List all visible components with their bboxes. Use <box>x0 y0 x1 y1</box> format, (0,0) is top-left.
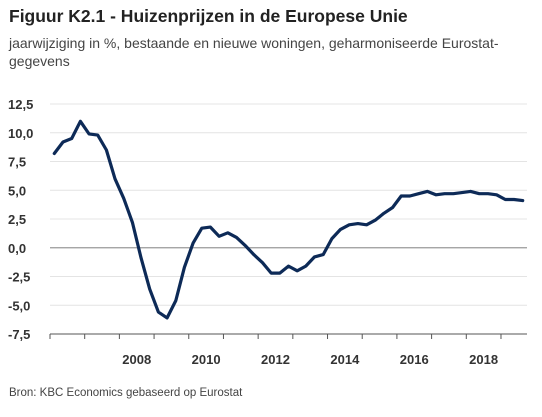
y-tick-label: -2,5 <box>8 270 30 285</box>
x-tick-label: 2008 <box>122 352 151 367</box>
x-tick-label: 2014 <box>330 352 360 367</box>
y-tick-label: -7,5 <box>8 327 30 342</box>
x-tick-label: 2018 <box>469 352 498 367</box>
chart-subtitle: jaarwijziging in %, bestaande en nieuwe … <box>9 35 499 69</box>
chart-title: Figuur K2.1 - Huizenprijzen in de Europe… <box>9 6 408 26</box>
x-tick-label: 2010 <box>192 352 221 367</box>
source-note: Bron: KBC Economics gebaseerd op Eurosta… <box>9 387 243 399</box>
x-axis: 2008 2010 2012 2014 2016 2018 <box>49 333 527 367</box>
y-tick-label: 10,0 <box>8 126 33 141</box>
x-tick-label: 2012 <box>261 352 290 367</box>
gridlines <box>50 103 527 335</box>
y-axis-ticks: 12,5 10,0 7,5 5,0 2,5 0,0 -2,5 -5,0 -7,5 <box>8 97 33 342</box>
y-tick-label: 7,5 <box>8 155 26 170</box>
series-line <box>52 119 525 320</box>
x-tick-label: 2016 <box>400 352 429 367</box>
series-group <box>52 119 525 320</box>
y-tick-label: 0,0 <box>8 241 26 256</box>
y-tick-label: 2,5 <box>8 212 26 227</box>
y-tick-label: -5,0 <box>8 298 30 313</box>
y-tick-label: 5,0 <box>8 183 26 198</box>
y-tick-label: 12,5 <box>8 97 33 112</box>
line-chart: 12,5 10,0 7,5 5,0 2,5 0,0 -2,5 -5,0 -7,5 2008 201… <box>8 97 527 367</box>
